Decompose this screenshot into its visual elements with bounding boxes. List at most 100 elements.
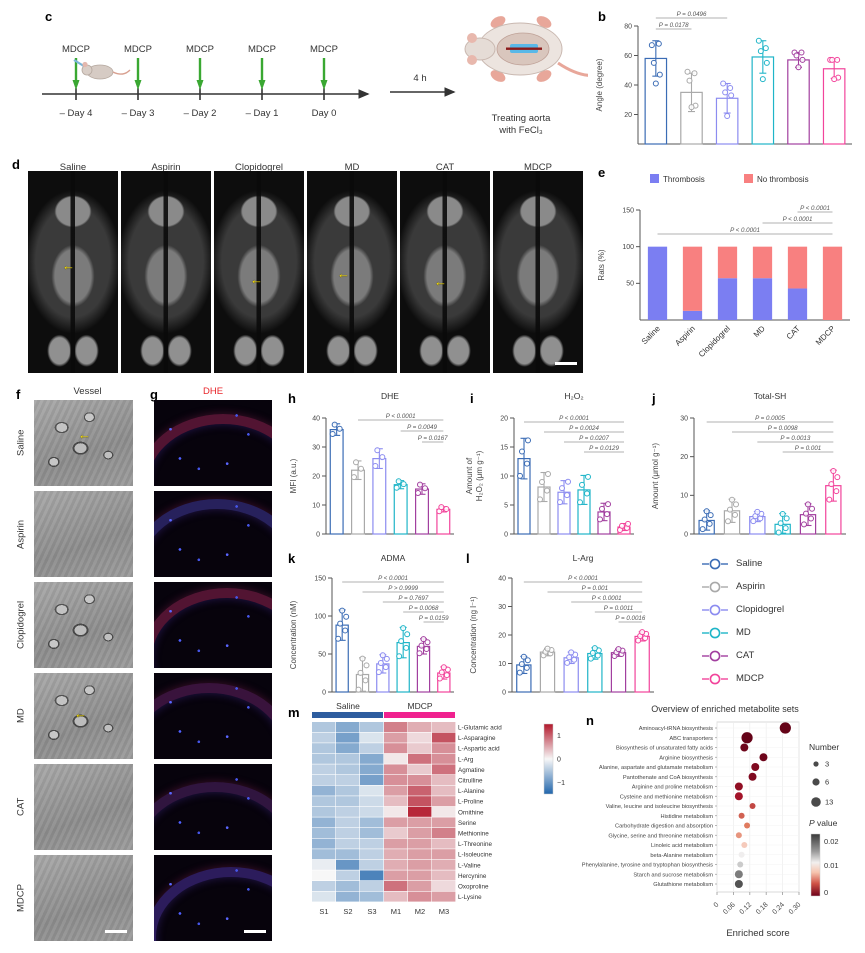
mri-label: Saline <box>59 162 87 173</box>
legend-marker-icon <box>702 627 728 638</box>
row-label: CAT <box>15 797 27 817</box>
svg-text:30: 30 <box>680 415 688 422</box>
svg-text:20: 20 <box>500 415 508 422</box>
svg-text:30: 30 <box>498 604 506 611</box>
svg-text:150: 150 <box>622 207 634 214</box>
dhe-image-md <box>154 673 272 759</box>
mri-label: Aspirin <box>151 162 181 173</box>
mri-label: CAT <box>435 162 455 173</box>
rat-illustration <box>464 16 588 82</box>
legend-marker-icon <box>702 604 728 615</box>
svg-text:L-Arg: L-Arg <box>573 553 594 563</box>
svg-text:0.01: 0.01 <box>824 861 839 870</box>
panel-letter-i: i <box>470 391 474 406</box>
svg-text:30: 30 <box>312 444 320 451</box>
svg-text:MDCP: MDCP <box>248 44 276 55</box>
svg-text:L-Isoleucine: L-Isoleucine <box>458 852 492 859</box>
row-label: Clopidogrel <box>15 600 27 650</box>
svg-text:20: 20 <box>624 112 632 119</box>
chart-b-svg: 20 40 60 80 Angle (degree) P = 0.0496 P = 0.01… <box>595 11 852 145</box>
treatment-caption-line1: Treating aorta <box>492 113 552 124</box>
panel-letter-l: l <box>466 551 470 566</box>
panel-letter-j: j <box>652 391 656 406</box>
dhe-image-cat <box>154 764 272 850</box>
svg-text:P = 0.001: P = 0.001 <box>582 585 608 592</box>
dose-labels: MDCP MDCP MDCP MDCP MDCP <box>62 44 338 55</box>
mri-label: MD <box>344 162 360 173</box>
svg-text:– Day 3: – Day 3 <box>122 108 155 119</box>
svg-text:L-Arg: L-Arg <box>458 756 474 763</box>
svg-text:0: 0 <box>684 531 688 538</box>
svg-text:Glutathione metabolism: Glutathione metabolism <box>653 882 713 888</box>
panel-i-h2o2-chart: 0 5 10 15 20 H₂O₂ Amount of H₂O₂ (μm g⁻¹) P < 0.… <box>464 388 642 546</box>
svg-text:P < 0.0001: P < 0.0001 <box>730 227 760 234</box>
vessel-row-cat: CAT <box>8 764 143 850</box>
legend-marker-icon <box>702 581 728 592</box>
svg-text:Pantothenate and CoA biosynthe: Pantothenate and CoA biosynthesis <box>623 775 713 781</box>
group-legend: Saline Aspirin Clopidogrel MD CAT MDCP <box>702 552 860 690</box>
scale-bar <box>105 930 127 933</box>
svg-text:P = 0.0159: P = 0.0159 <box>419 615 449 622</box>
chart-j-svg: 0 10 20 30 Total-SH Amount (μmol g⁻¹) P = 0.00… <box>651 391 846 538</box>
legend-item-mdcp: MDCP <box>702 667 860 690</box>
day-labels: – Day 4 – Day 3 – Day 2 – Day 1 Day 0 <box>60 108 337 119</box>
svg-text:Linoleic acid metabolism: Linoleic acid metabolism <box>651 843 713 849</box>
svg-text:Oxoproline: Oxoproline <box>458 884 489 891</box>
panel-j-totalsh-chart: 0 10 20 30 Total-SH Amount (μmol g⁻¹) P = 0.00… <box>648 388 854 546</box>
panel-g-dhe: DHE <box>146 386 280 946</box>
vessel-ring <box>154 782 272 850</box>
svg-text:MD: MD <box>752 324 767 339</box>
svg-text:Amount (μmol g⁻¹): Amount (μmol g⁻¹) <box>651 443 660 510</box>
svg-text:P < 0.0001: P < 0.0001 <box>800 205 830 212</box>
panel-letter-f: f <box>16 387 21 402</box>
svg-text:Concentration (ng l⁻¹): Concentration (ng l⁻¹) <box>469 596 478 673</box>
dhe-image-clopidogrel <box>154 582 272 668</box>
row-label: Aspirin <box>15 519 27 549</box>
svg-text:L-Asparagine: L-Asparagine <box>458 735 496 742</box>
svg-text:Aminoacyl-tRNA biosynthesis: Aminoacyl-tRNA biosynthesis <box>639 726 713 732</box>
svg-text:Angle (degree): Angle (degree) <box>595 58 604 111</box>
svg-text:Saline: Saline <box>336 702 360 711</box>
legend-label: Clopidogrel <box>736 604 785 615</box>
panel-letter-g: g <box>150 387 158 402</box>
panel-e-thrombosis-chart: Thrombosis No thrombosis 50 100 150 Rats (%) S… <box>592 164 860 382</box>
mri-label: Clopidogrel <box>234 162 284 173</box>
svg-text:Serine: Serine <box>458 820 477 827</box>
chart-l-svg: 0 10 20 30 40 L-Arg Concentration (ng l⁻¹) P < … <box>469 553 654 696</box>
svg-text:L-Alanine: L-Alanine <box>458 788 485 795</box>
legend-label: CAT <box>736 650 755 661</box>
vessel-row-aspirin: Aspirin <box>8 491 143 577</box>
legend-item-cat: CAT <box>702 644 860 667</box>
svg-text:P = 0.0005: P = 0.0005 <box>755 415 785 422</box>
svg-text:P = 0.0496: P = 0.0496 <box>677 11 707 18</box>
svg-text:Enriched score: Enriched score <box>726 928 789 939</box>
svg-text:1: 1 <box>557 733 561 740</box>
dhe-image-saline <box>154 400 272 486</box>
svg-text:– Day 2: – Day 2 <box>184 108 217 119</box>
panel-k-adma-chart: 0 50 100 150 ADMA Concentration (nM) P < 0.000… <box>286 550 462 704</box>
panel-f-vessel: Vessel Saline ← Aspirin Clopidogrel MD ← C… <box>8 386 143 946</box>
svg-text:No thrombosis: No thrombosis <box>757 175 809 184</box>
svg-text:20: 20 <box>498 632 506 639</box>
svg-text:0: 0 <box>713 901 721 909</box>
svg-text:P < 0.0001: P < 0.0001 <box>559 415 589 422</box>
svg-text:Starch and sucrose metabolism: Starch and sucrose metabolism <box>633 872 713 878</box>
svg-text:L-Aspartic acid: L-Aspartic acid <box>458 746 500 753</box>
svg-text:Clopidogrel: Clopidogrel <box>697 324 732 359</box>
svg-text:0.24: 0.24 <box>771 901 786 916</box>
row-label: MDCP <box>15 884 27 912</box>
vessel-image <box>34 764 133 850</box>
svg-text:P < 0.0001: P < 0.0001 <box>783 216 813 223</box>
svg-text:0.18: 0.18 <box>755 901 770 916</box>
svg-text:MFI (a.u.): MFI (a.u.) <box>289 458 298 493</box>
panel-l-larg-chart: 0 10 20 30 40 L-Arg Concentration (ng l⁻¹) P < … <box>466 550 662 704</box>
svg-text:0.06: 0.06 <box>722 901 737 916</box>
svg-text:P < 0.0001: P < 0.0001 <box>592 595 622 602</box>
vessel-row-clopidogrel: Clopidogrel <box>8 582 143 668</box>
svg-text:MDCP: MDCP <box>407 702 432 711</box>
panel-letter-k: k <box>288 551 296 566</box>
svg-text:13: 13 <box>825 798 833 807</box>
svg-text:Valine, leucine and isoleucine: Valine, leucine and isoleucine biosynthe… <box>606 804 714 810</box>
legend-label: MD <box>736 627 751 638</box>
